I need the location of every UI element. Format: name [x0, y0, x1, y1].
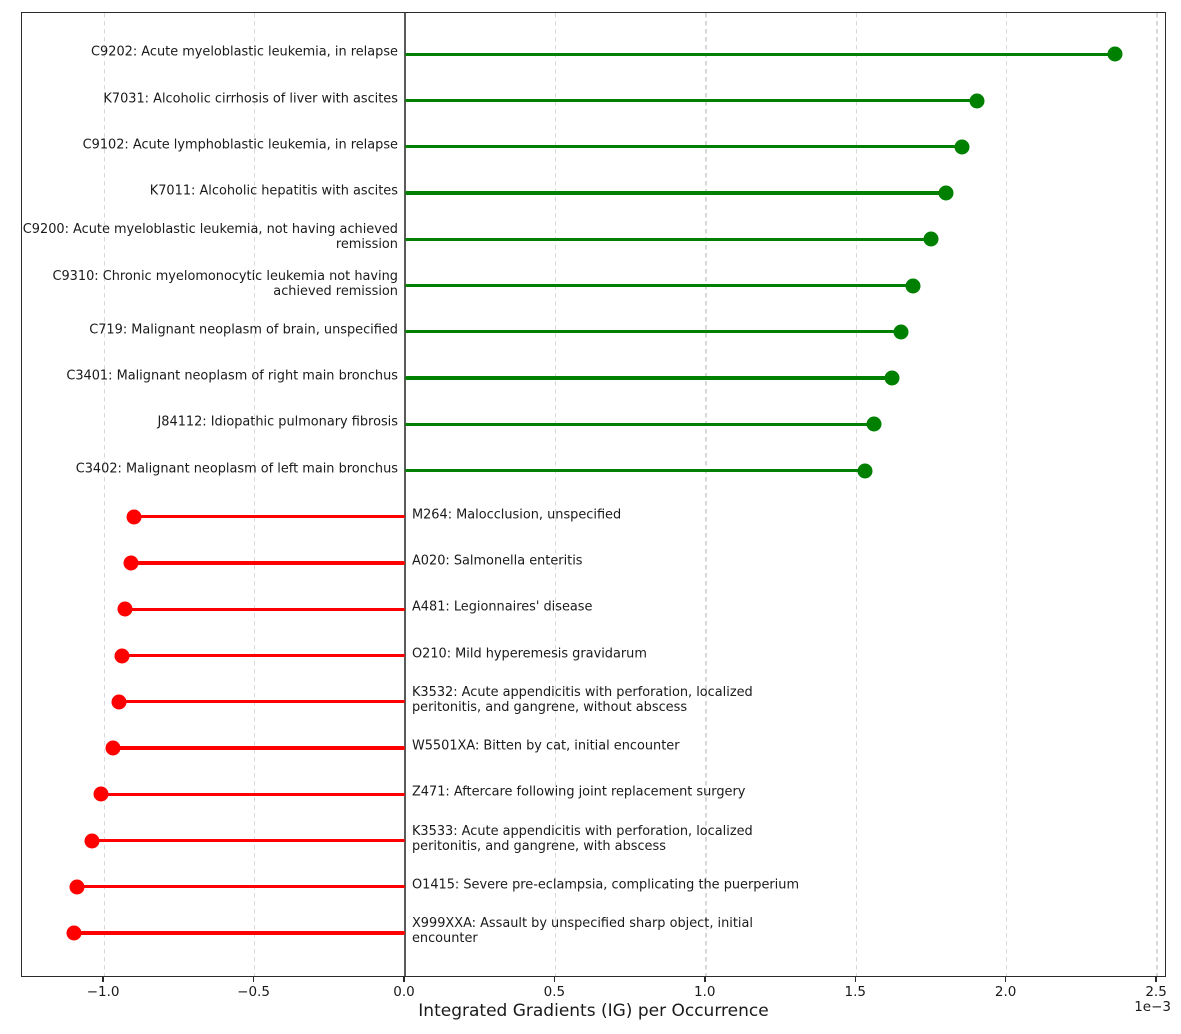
data-point-dot [905, 278, 921, 294]
vertical-gridline [554, 13, 557, 976]
x-tick-mark [403, 977, 405, 982]
category-label: K3532: Acute appendicitis with perforati… [411, 684, 753, 715]
category-label: C9202: Acute myeloblastic leukemia, in r… [91, 44, 398, 60]
data-point-dot [954, 139, 970, 155]
data-point-dot [923, 231, 939, 247]
x-tick-mark [1004, 977, 1007, 982]
category-label: A481: Legionnaires' disease [411, 599, 593, 615]
category-label: W5501XA: Bitten by cat, initial encounte… [411, 738, 680, 754]
x-tick-label: −0.5 [237, 984, 270, 1000]
stem-line [404, 191, 947, 195]
stem-line [404, 283, 914, 288]
stem-line [404, 52, 1115, 56]
data-point-dot [969, 93, 985, 109]
x-tick-label: 2.0 [994, 984, 1017, 1000]
vertical-gridline [103, 13, 105, 976]
x-tick-mark [1155, 977, 1157, 982]
category-label: X999XXA: Assault by unspecified sharp ob… [411, 916, 753, 947]
stem-line [125, 607, 405, 611]
category-label: J84112: Idiopathic pulmonary fibrosis [157, 414, 398, 430]
category-label: C3401: Malignant neoplasm of right main … [66, 368, 398, 384]
stem-line [404, 98, 977, 103]
x-tick-label: 0.5 [543, 984, 566, 1000]
category-label: C9102: Acute lymphoblastic leukemia, in … [82, 137, 398, 153]
vertical-gridline [705, 13, 707, 976]
vertical-gridline [253, 13, 256, 976]
category-label: K7011: Alcoholic hepatitis with ascites [149, 183, 398, 199]
data-point-dot [117, 601, 133, 617]
stem-line [119, 700, 405, 704]
data-point-dot [93, 786, 109, 802]
category-label: K7031: Alcoholic cirrhosis of liver with… [103, 91, 398, 107]
x-tick-label: 1.0 [694, 984, 716, 1000]
x-tick-mark [252, 977, 255, 982]
stem-line [92, 838, 405, 843]
data-point-dot [66, 925, 82, 941]
x-tick-mark [102, 977, 104, 982]
stem-line [404, 145, 962, 149]
zero-reference-line [404, 13, 406, 976]
vertical-gridline [1156, 13, 1158, 976]
category-label: A020: Salmonella enteritis [411, 553, 583, 569]
data-point-dot [105, 740, 121, 756]
stem-line [134, 515, 405, 519]
category-label: C9200: Acute myeloblastic leukemia, not … [22, 222, 398, 253]
stem-line [404, 376, 893, 380]
stem-line [74, 931, 405, 935]
x-tick-label: −1.0 [86, 984, 120, 1000]
plot-area [21, 12, 1166, 977]
category-label: C9310: Chronic myelomonocytic leukemia n… [52, 268, 398, 299]
x-tick-mark [553, 977, 556, 982]
stem-line [122, 653, 405, 658]
stem-line [404, 237, 932, 241]
vertical-gridline [1006, 13, 1008, 976]
data-point-dot [126, 509, 142, 525]
category-label: K3533: Acute appendicitis with perforati… [411, 823, 753, 854]
data-point-dot [884, 370, 900, 386]
data-point-dot [866, 416, 882, 432]
data-point-dot [111, 694, 127, 710]
x-axis-title: Integrated Gradients (IG) per Occurrence [418, 1001, 769, 1021]
x-tick-label: 0.0 [393, 984, 415, 1000]
stem-line [77, 885, 405, 889]
x-tick-label: 2.5 [1145, 984, 1167, 1000]
category-label: Z471: Aftercare following joint replacem… [411, 784, 746, 800]
data-point-dot [69, 879, 85, 895]
stem-line [131, 561, 405, 565]
axis-scale-offset-label: 1e−3 [1134, 999, 1171, 1015]
x-tick-mark [704, 977, 706, 982]
stem-line [101, 792, 405, 796]
category-label: O1415: Severe pre-eclampsia, complicatin… [411, 877, 799, 893]
stem-line [404, 468, 866, 473]
stem-line [113, 746, 405, 750]
x-tick-label: 1.5 [844, 984, 866, 1000]
data-point-dot [1107, 46, 1123, 62]
category-label: C719: Malignant neoplasm of brain, unspe… [89, 322, 398, 338]
category-label: O210: Mild hyperemesis gravidarum [411, 646, 647, 662]
data-point-dot [123, 555, 139, 571]
data-point-dot [893, 324, 909, 340]
data-point-dot [857, 463, 873, 479]
x-tick-mark [854, 977, 856, 982]
category-label: C3402: Malignant neoplasm of left main b… [75, 461, 398, 477]
data-point-dot [84, 833, 100, 849]
grid-layer [22, 13, 1165, 976]
series-layer [22, 13, 1165, 976]
data-point-dot [114, 648, 130, 664]
data-point-dot [938, 185, 954, 201]
stem-line [404, 330, 902, 334]
vertical-gridline [855, 13, 857, 976]
category-label: M264: Malocclusion, unspecified [411, 507, 622, 523]
stem-line [404, 422, 875, 426]
